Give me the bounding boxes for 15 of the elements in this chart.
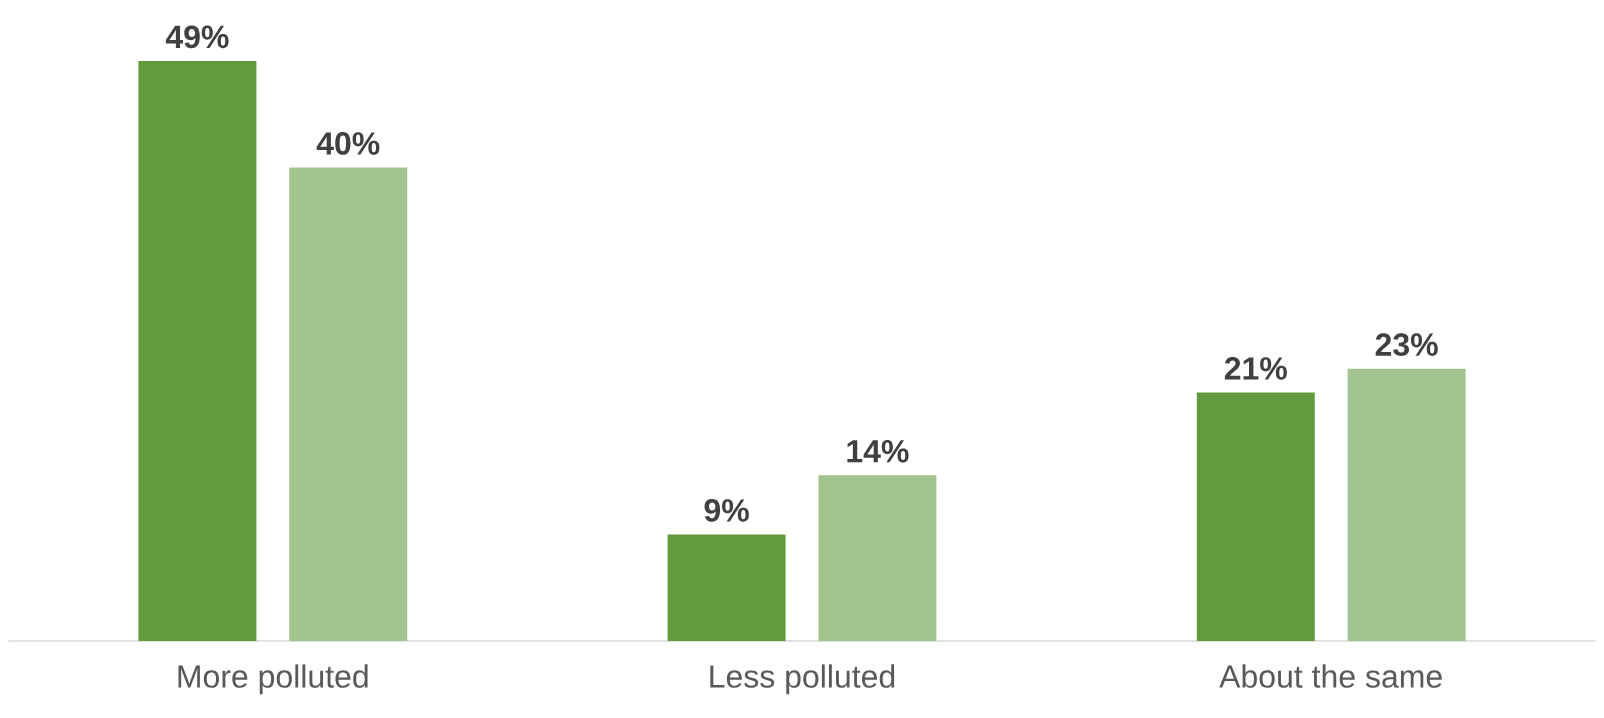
data-label: 49% xyxy=(165,25,229,49)
data-label: 14% xyxy=(847,440,909,463)
x-tick-label: Less polluted xyxy=(710,664,895,695)
bar xyxy=(667,534,786,641)
bar xyxy=(818,475,937,641)
bar xyxy=(1196,392,1315,641)
data-label: 21% xyxy=(1224,357,1287,380)
data-label: 9% xyxy=(704,499,749,522)
data-label: 40% xyxy=(316,132,380,155)
x-tick-label: About the same xyxy=(1219,664,1442,688)
bar xyxy=(289,167,408,641)
x-tick-label: More polluted xyxy=(178,664,368,695)
data-label: 23% xyxy=(1375,333,1438,356)
bar xyxy=(1347,368,1466,641)
bar xyxy=(138,60,257,641)
